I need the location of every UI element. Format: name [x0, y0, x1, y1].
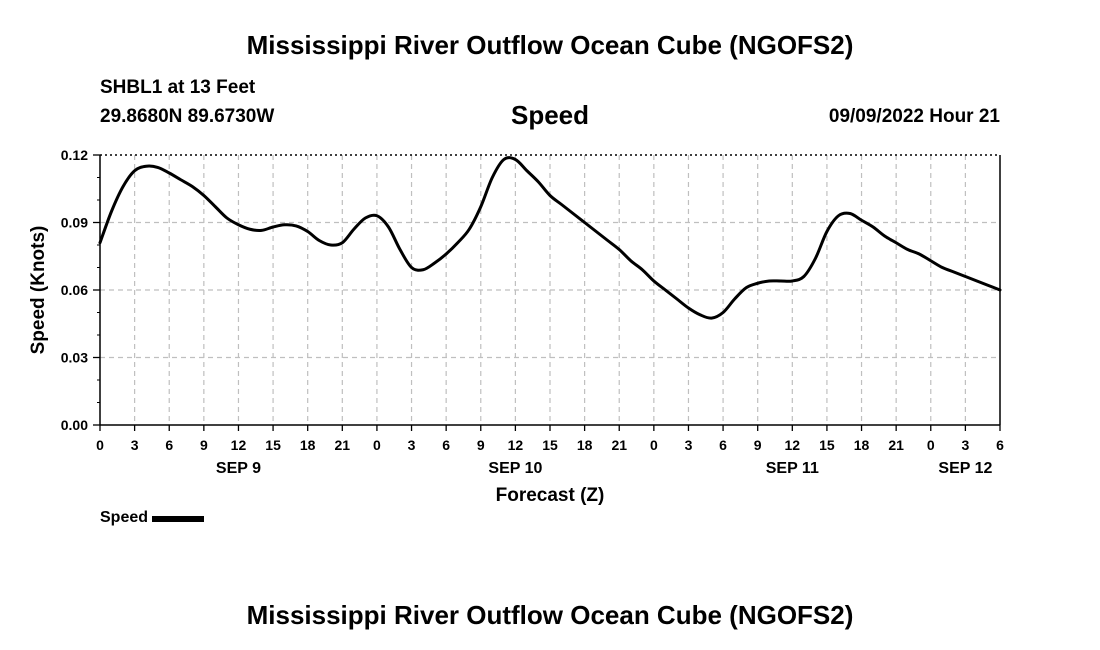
legend-swatch: [152, 516, 205, 522]
x-tick-label: 3: [131, 437, 139, 453]
x-tick-label: 12: [785, 437, 801, 453]
x-tick-label: 0: [373, 437, 381, 453]
station-label: SHBL1 at 13 Feet: [100, 77, 256, 98]
x-tick-label: 18: [577, 437, 593, 453]
x-tick-label: 0: [927, 437, 935, 453]
x-tick-label: 0: [96, 437, 104, 453]
x-tick-label: 12: [231, 437, 247, 453]
x-date-label: SEP 9: [216, 460, 261, 477]
x-tick-label: 3: [961, 437, 969, 453]
x-tick-label: 15: [542, 437, 558, 453]
x-tick-label: 0: [650, 437, 658, 453]
x-axis-title: Forecast (Z): [496, 485, 605, 506]
y-tick-label: 0.06: [61, 282, 88, 298]
x-tick-label: 3: [408, 437, 416, 453]
x-date-label: SEP 11: [766, 460, 819, 477]
speed-series-line: [98, 156, 1002, 320]
x-tick-label: 18: [854, 437, 870, 453]
x-tick-label: 3: [685, 437, 693, 453]
x-date-label: SEP 10: [488, 460, 542, 477]
x-tick-label: 12: [508, 437, 524, 453]
y-tick-label: 0.03: [61, 350, 88, 366]
y-tick-label: 0.09: [61, 215, 88, 231]
station-coordinates: 29.8680N 89.6730W: [100, 106, 275, 127]
x-tick-label: 21: [335, 437, 351, 453]
x-tick-label: 15: [265, 437, 281, 453]
x-tick-label: 6: [165, 437, 173, 453]
x-tick-label: 9: [200, 437, 208, 453]
x-tick-label: 21: [888, 437, 904, 453]
page-title: Mississippi River Outflow Ocean Cube (NG…: [246, 30, 854, 60]
x-date-label: SEP 12: [938, 460, 992, 477]
x-tick-label: 6: [996, 437, 1004, 453]
legend-label: Speed: [100, 509, 149, 526]
x-tick-label: 9: [754, 437, 762, 453]
legend: Speed: [100, 509, 205, 527]
x-tick-label: 6: [719, 437, 727, 453]
footer-title: Mississippi River Outflow Ocean Cube (NG…: [246, 600, 854, 630]
forecast-timestamp: 09/09/2022 Hour 21: [828, 106, 1000, 127]
x-tick-label: 15: [819, 437, 835, 453]
x-tick-label: 9: [477, 437, 485, 453]
x-tick-label: 21: [611, 437, 627, 453]
parameter-title: Speed: [510, 100, 590, 130]
x-tick-label: 18: [300, 437, 316, 453]
y-axis-title: Speed (Knots): [28, 226, 49, 355]
y-tick-label: 0.12: [61, 147, 88, 163]
y-tick-label: 0.00: [61, 417, 88, 433]
x-tick-label: 6: [442, 437, 450, 453]
